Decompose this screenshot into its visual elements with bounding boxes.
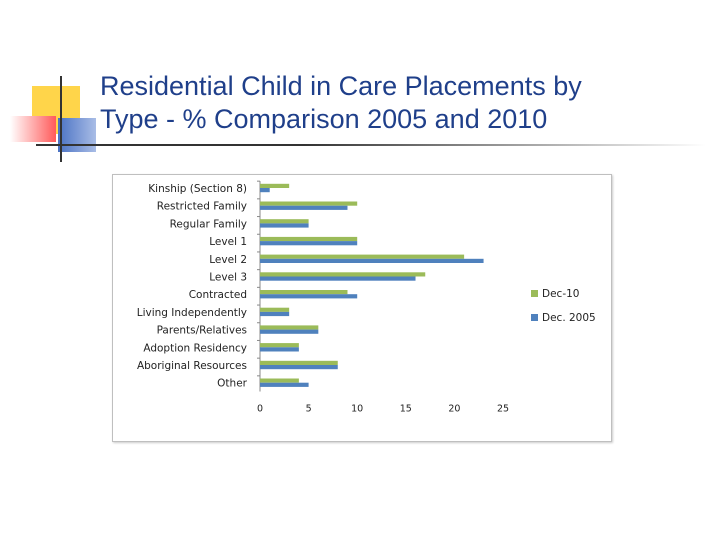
bar-dec10 <box>260 360 338 365</box>
slide-title-line2: Type - % Comparison 2005 and 2010 <box>100 104 548 134</box>
legend-swatch <box>531 314 538 321</box>
x-tick-label: 20 <box>448 404 460 415</box>
bar-dec10 <box>260 254 465 259</box>
category-label: Living Independently <box>137 307 247 319</box>
category-label: Level 3 <box>209 272 247 284</box>
x-tick-label: 5 <box>306 404 312 415</box>
bar-dec10 <box>260 343 299 348</box>
slide-title-line1: Residential Child in Care Placements by <box>100 71 582 101</box>
bar-dec10 <box>260 183 290 188</box>
bar-dec10 <box>260 201 358 206</box>
bar-dec10 <box>260 307 290 312</box>
accent-vertical-rule <box>60 76 62 162</box>
category-label: Regular Family <box>170 218 247 230</box>
x-tick-label: 15 <box>400 404 412 415</box>
category-label: Level 1 <box>209 236 247 248</box>
category-label: Aboriginal Resources <box>137 360 247 372</box>
bar-dec10 <box>260 325 319 330</box>
category-label: Kinship (Section 8) <box>148 183 247 195</box>
bar-dec2005 <box>260 329 319 334</box>
bar-dec2005 <box>260 294 358 299</box>
bar-dec2005 <box>260 276 416 281</box>
legend-label: Dec-10 <box>542 288 579 300</box>
bar-dec2005 <box>260 365 338 370</box>
bar-dec2005 <box>260 241 358 246</box>
x-tick-label: 0 <box>257 404 263 415</box>
category-label: Contracted <box>189 289 247 301</box>
legend-swatch <box>531 290 538 297</box>
x-tick-label: 25 <box>497 404 509 415</box>
bar-dec2005 <box>260 347 299 352</box>
bar-chart: Kinship (Section 8) Restricted Family Regu… <box>137 180 596 415</box>
x-tick-label: 10 <box>351 404 363 415</box>
accent-horizontal-rule <box>36 144 706 146</box>
accent-blue-square <box>58 118 96 152</box>
category-label: Restricted Family <box>157 201 247 213</box>
chart-frame: Kinship (Section 8) Restricted Family Regu… <box>112 174 612 442</box>
slide-title: Residential Child in Care Placements by … <box>100 70 700 136</box>
category-label: Other <box>217 378 247 390</box>
bar-dec2005 <box>260 258 484 263</box>
category-label: Level 2 <box>209 254 247 266</box>
bar-dec10 <box>260 378 299 383</box>
bar-dec2005 <box>260 188 270 193</box>
bar-dec2005 <box>260 382 309 387</box>
legend-label: Dec. 2005 <box>542 312 596 324</box>
bar-dec2005 <box>260 205 348 210</box>
category-label: Parents/Relatives <box>157 325 247 337</box>
bar-dec2005 <box>260 223 309 228</box>
bar-dec10 <box>260 290 348 295</box>
bar-dec10 <box>260 236 358 242</box>
category-label: Adoption Residency <box>143 342 247 354</box>
bar-dec2005 <box>260 311 290 317</box>
bar-dec10 <box>260 219 309 224</box>
accent-red-bar <box>10 116 56 142</box>
bar-dec10 <box>260 272 426 277</box>
